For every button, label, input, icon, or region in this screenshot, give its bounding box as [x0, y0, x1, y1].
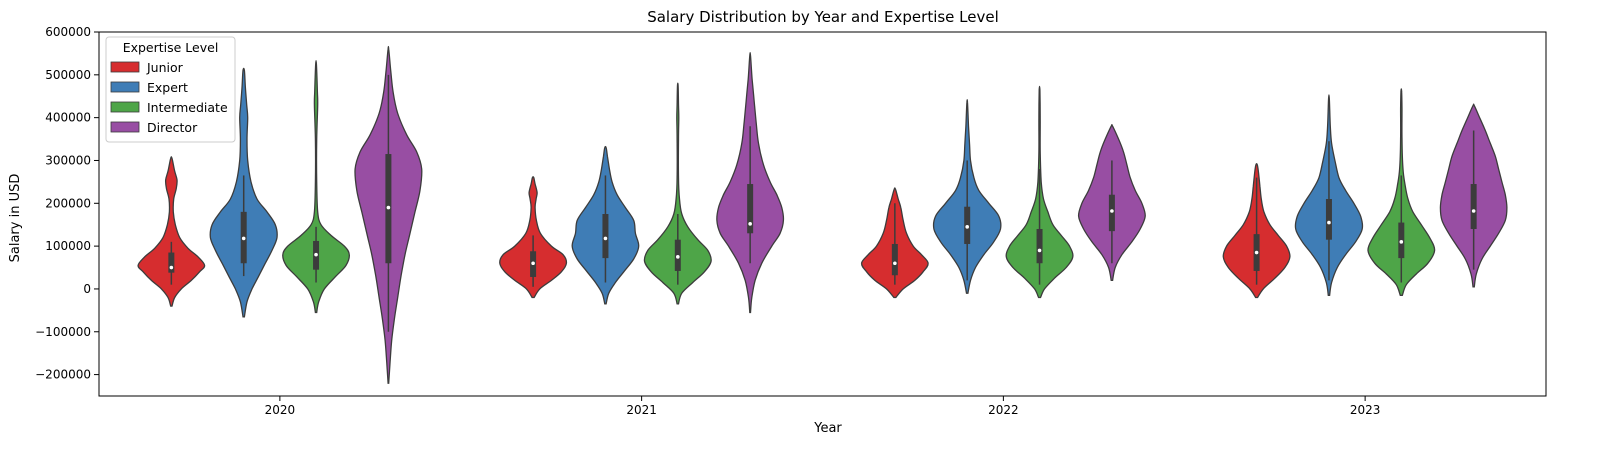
violin-median-dot [1254, 250, 1259, 255]
legend: Expertise Level Junior Expert Intermediate D… [105, 36, 236, 143]
violin-median-dot [676, 255, 680, 259]
plot-frame [98, 31, 1547, 397]
y-tick-label: 400000 [45, 111, 91, 125]
violin-median-dot [1110, 209, 1114, 213]
violin-intermediate-2023 [1367, 88, 1436, 297]
violin-expert-2021 [571, 145, 640, 305]
violin-median-dot [893, 261, 897, 266]
violin-median-dot [386, 205, 391, 210]
violin-expert-2022 [932, 99, 1002, 294]
x-tick-label: 2022 [988, 403, 1019, 417]
y-tick-label: 0 [83, 282, 91, 296]
violin-junior-2020 [137, 156, 206, 307]
chart-title: Salary Distribution by Year and Expertis… [647, 8, 999, 26]
legend-swatch-intermediate [110, 101, 140, 113]
legend-label-expert: Expert [147, 80, 188, 95]
violin-iqr-box [1036, 228, 1043, 264]
violin-director-2021 [716, 51, 785, 314]
violin-body [137, 156, 206, 307]
plot-area [98, 31, 1547, 397]
violin-director-2023 [1439, 103, 1508, 288]
violin-median-dot [169, 265, 174, 270]
violin-junior-2022 [860, 187, 929, 299]
violin-iqr-box [602, 214, 609, 259]
violin-intermediate-2020 [282, 60, 350, 314]
violin-median-dot [603, 236, 608, 241]
x-axis-label: Year [813, 421, 842, 436]
violin-director-2020 [354, 45, 423, 384]
violin-intermediate-2021 [643, 82, 712, 305]
y-tick-label: 300000 [45, 153, 91, 167]
x-tick-label: 2023 [1350, 403, 1381, 417]
legend-label-intermediate: Intermediate [147, 100, 228, 115]
y-axis-label: Salary in USD [8, 174, 23, 263]
violin-intermediate-2022 [1005, 85, 1074, 299]
violin-iqr-box [168, 252, 175, 273]
legend-label-junior: Junior [146, 60, 184, 75]
violin-junior-2021 [499, 176, 568, 299]
violin-director-2022 [1077, 123, 1146, 282]
violin-median-dot [748, 222, 752, 226]
violin-expert-2020 [209, 67, 278, 318]
violin-median-dot [531, 261, 535, 266]
y-tick-label: 600000 [45, 25, 91, 39]
x-tick-label: 2020 [265, 403, 296, 417]
violin-median-dot [1399, 240, 1404, 244]
violin-body [643, 82, 712, 305]
legend-swatch-expert [110, 81, 140, 93]
y-tick-label: −100000 [35, 325, 91, 339]
violin-median-dot [314, 252, 318, 257]
y-tick-label: −200000 [35, 368, 91, 382]
violin-iqr-box [1325, 199, 1332, 240]
violin-median-dot [1471, 209, 1476, 213]
violin-body [282, 60, 350, 314]
violin-junior-2023 [1222, 163, 1291, 299]
violin-median-dot [965, 225, 969, 229]
legend-swatch-director [110, 121, 140, 133]
x-tick-label: 2021 [626, 403, 657, 417]
legend-swatch-junior [110, 61, 140, 73]
y-axis: −200000 −100000 0 100000 200000 300000 400000 5… [35, 25, 99, 382]
violin-median-dot [241, 236, 246, 241]
violin-expert-2023 [1294, 94, 1364, 297]
y-tick-label: 500000 [45, 68, 91, 82]
violin-iqr-box [891, 243, 898, 276]
violin-iqr-box [1108, 194, 1115, 232]
violin-iqr-box [1470, 184, 1477, 229]
x-axis: 2020 2021 2022 2023 [265, 396, 1381, 417]
legend-label-director: Director [147, 120, 198, 135]
legend-title: Expertise Level [123, 40, 219, 55]
y-tick-label: 200000 [45, 196, 91, 210]
y-tick-label: 100000 [45, 239, 91, 253]
violin-iqr-box [747, 184, 754, 234]
violin-median-dot [1037, 248, 1042, 253]
violin-median-dot [1327, 220, 1331, 225]
